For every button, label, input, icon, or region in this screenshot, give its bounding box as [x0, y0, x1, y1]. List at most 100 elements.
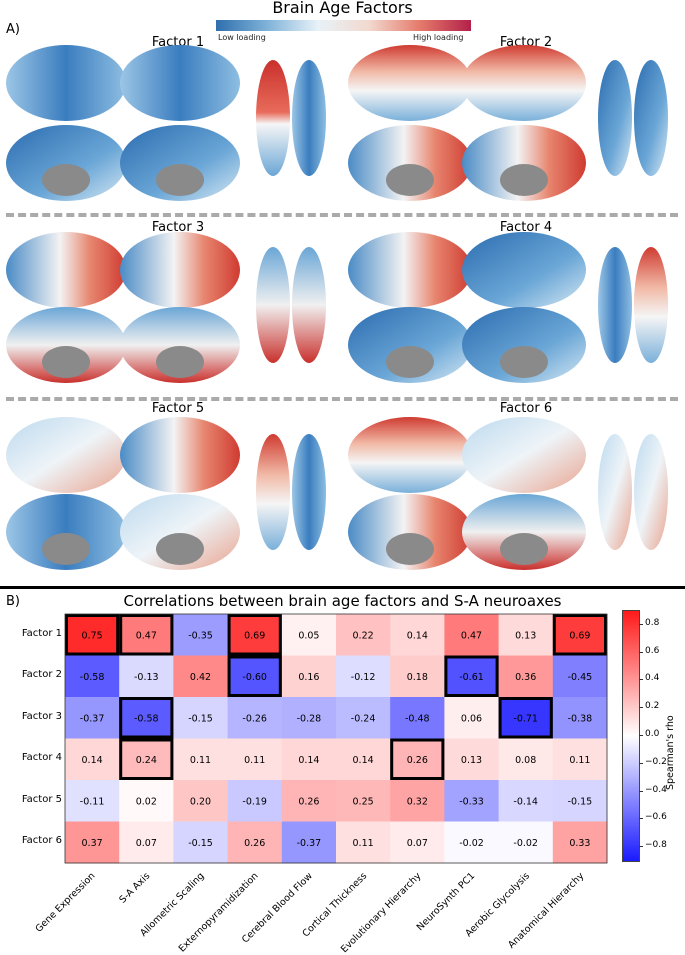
brainstem [386, 346, 434, 378]
cell-value-label: -0.15 [568, 796, 593, 807]
cell-value-label: 0.26 [407, 755, 428, 766]
heatmap-cell [390, 738, 445, 781]
colorbar-tick-label: 0.4 [645, 673, 660, 684]
cell-value-label: -0.58 [80, 672, 105, 683]
cell-value-label: -0.38 [568, 713, 593, 724]
brain-ventral-right [634, 434, 668, 550]
row-label: Factor 4 [21, 752, 62, 764]
cell-value-label: 0.26 [244, 838, 265, 849]
cell-value-label: 0.18 [407, 672, 428, 683]
heatmap-cell [336, 697, 391, 739]
heatmap-cell [65, 697, 120, 739]
brainstem [386, 533, 434, 565]
brain-ventral-left [256, 60, 290, 176]
heatmap-cell [119, 821, 174, 864]
highlight-box [119, 614, 174, 656]
heatmap-cell [552, 655, 608, 698]
cell-value-label: -0.60 [242, 672, 267, 683]
highlight-box [498, 697, 553, 739]
heatmap-cell [336, 780, 391, 822]
brainstem [156, 533, 204, 565]
brain-medial-left [6, 125, 126, 201]
brain-lateral-right [120, 232, 240, 308]
heatmap-cell [173, 821, 229, 864]
heatmap-cell [119, 780, 174, 822]
heatmap-cell [173, 614, 229, 656]
cell-value-label: 0.05 [298, 630, 319, 641]
heatmap-cell [552, 738, 608, 781]
brainstem [42, 164, 90, 196]
heatmap-cell [444, 655, 500, 698]
heatmap-cell [281, 821, 337, 864]
cell-value-label: 0.24 [136, 755, 157, 766]
brain-lateral-left [6, 232, 126, 308]
heatmap-frame [64, 613, 608, 864]
brain-medial-left [6, 494, 126, 570]
heatmap-cell [552, 821, 608, 864]
colorbar-tick-mark [639, 651, 643, 653]
cell-value-label: 0.07 [407, 838, 428, 849]
brain-ventral-right [634, 247, 668, 363]
brainstem [386, 164, 434, 196]
cell-value-label: -0.61 [459, 672, 484, 683]
heatmap-cell [227, 780, 283, 822]
cell-value-label: 0.36 [515, 672, 536, 683]
cell-value-label: 0.07 [136, 838, 157, 849]
cell-value-label: -0.26 [242, 713, 267, 724]
heatmap-cell [444, 780, 500, 822]
heatmap-cell [173, 738, 229, 781]
heatmap-cell [336, 821, 391, 864]
cell-value-label: 0.22 [353, 630, 374, 641]
cell-value-label: -0.33 [459, 796, 484, 807]
cell-value-label: -0.14 [513, 796, 538, 807]
cell-value-label: -0.12 [351, 672, 376, 683]
heatmap-cell [444, 738, 500, 781]
heatmap-cell [498, 738, 554, 781]
heatmap-cell [173, 655, 229, 698]
heatmap-cell [173, 780, 229, 822]
factor-divider [6, 213, 678, 217]
brain-lateral-left [6, 417, 126, 493]
heatmap-cell [281, 655, 337, 698]
brain-ventral-left [598, 60, 632, 176]
colorbar-tick-mark [639, 818, 643, 820]
cell-value-label: 0.02 [136, 796, 157, 807]
brain-medial-left [348, 125, 472, 201]
cell-value-label: 0.14 [407, 630, 428, 641]
heatmap-cell [390, 655, 445, 698]
cell-value-label: 0.13 [515, 630, 536, 641]
heatmap-cell [390, 614, 445, 656]
heatmap-cell [390, 780, 445, 822]
factor-3-title: Factor 3 [151, 220, 205, 235]
brain-medial-right [462, 125, 586, 201]
highlight-box [227, 614, 282, 656]
cell-value-label: 0.25 [353, 796, 374, 807]
heatmap-cell [227, 655, 283, 698]
colorbar-tick-mark [639, 762, 643, 764]
heatmap-cell [552, 780, 608, 822]
highlight-box [552, 614, 607, 656]
colorbar-tick-mark [639, 623, 643, 625]
brain-ventral-right [292, 60, 326, 176]
brain-renderings [6, 45, 668, 570]
cell-value-label: -0.13 [134, 672, 159, 683]
row-label: Factor 2 [21, 669, 62, 681]
heatmap-cell [227, 697, 283, 739]
heatmap-cell [498, 780, 554, 822]
factor-6-title: Factor 6 [499, 401, 553, 416]
colorbar-tick-mark [639, 735, 643, 736]
brain-ventral-right [292, 434, 326, 550]
brain-lateral-right [120, 45, 240, 121]
cell-value-label: 0.69 [244, 630, 265, 641]
cell-value-label: 0.33 [569, 838, 590, 849]
brain-lateral-right [462, 232, 586, 308]
row-label: Factor 5 [21, 793, 62, 805]
brain-lateral-left [6, 45, 126, 121]
factor-4-title: Factor 4 [499, 220, 553, 235]
cell-value-label: -0.15 [188, 713, 213, 724]
heatmap-cell [498, 821, 554, 864]
heatmap-cell [498, 697, 554, 739]
brain-ventral-left [256, 247, 290, 363]
colorbar-tick-mark [639, 679, 643, 681]
colorbar-tick-mark [639, 790, 643, 792]
